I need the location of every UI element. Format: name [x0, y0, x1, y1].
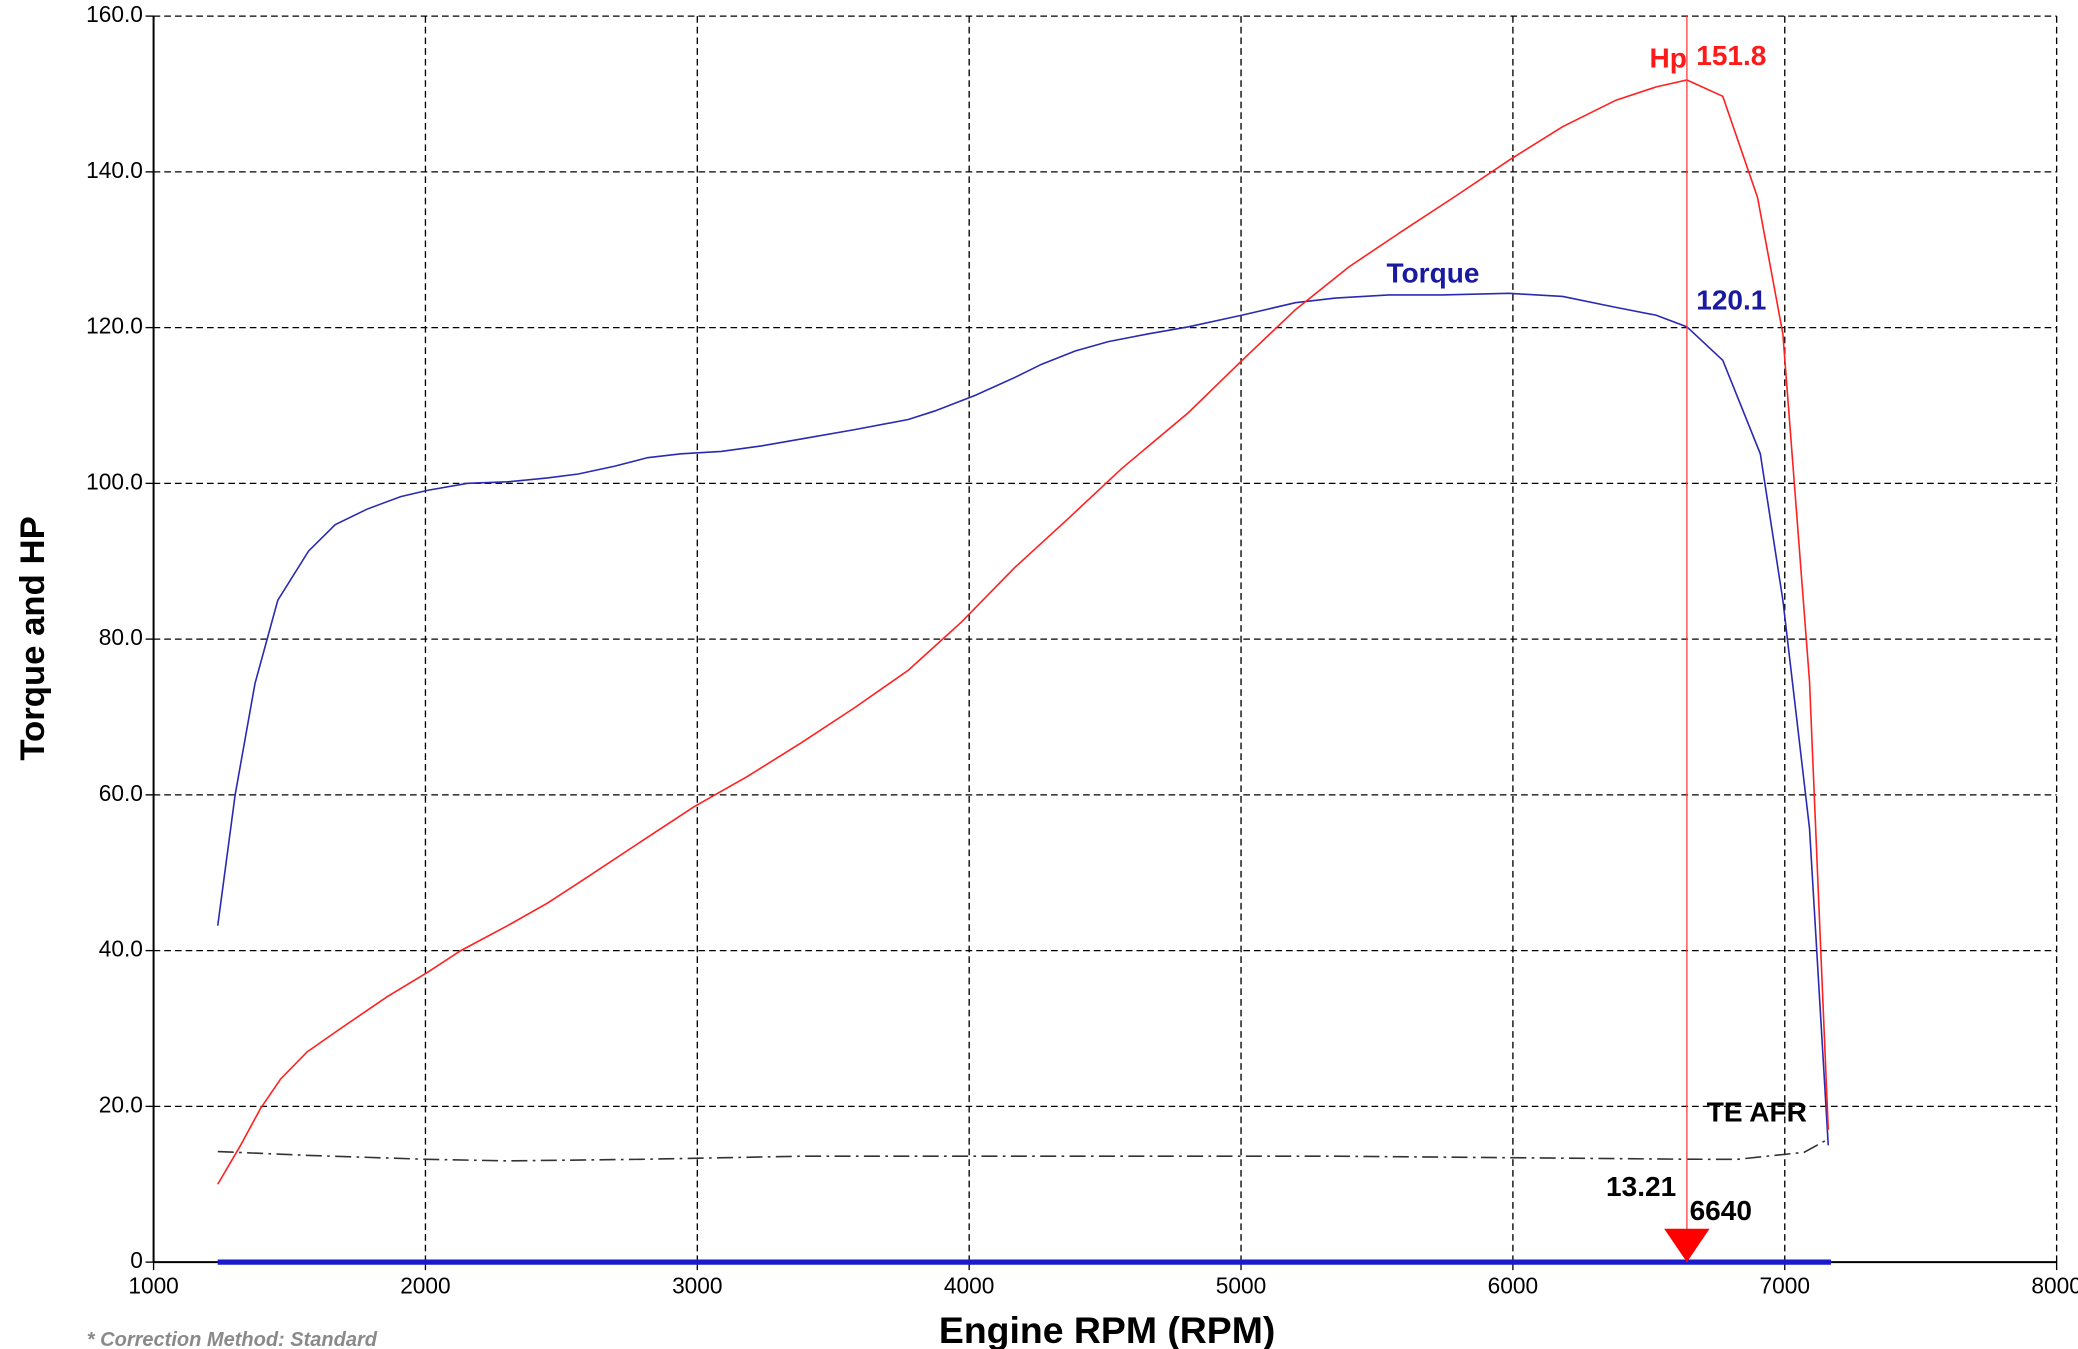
y-axis-label: Torque and HP: [14, 516, 52, 760]
y-tick-label: 160.0: [86, 1, 143, 27]
series-line: [217, 1138, 1829, 1162]
cursor-marker: [1664, 1228, 1710, 1263]
x-tick-label: 1000: [128, 1272, 178, 1298]
series-line: [217, 79, 1830, 1185]
series-line: [216, 292, 1830, 1146]
annotation: 13.21: [1606, 1171, 1676, 1202]
y-tick-label: 80.0: [99, 624, 143, 650]
annotation: 120.1: [1696, 284, 1766, 315]
x-tick-label: 6000: [1488, 1272, 1538, 1298]
x-tick-label: 5000: [1216, 1272, 1266, 1298]
x-tick-label: 8000: [2031, 1272, 2078, 1298]
x-axis-label: Engine RPM (RPM): [939, 1309, 1275, 1349]
annotation: Torque: [1387, 258, 1480, 289]
annotation: TE AFR: [1707, 1096, 1807, 1127]
y-tick-label: 100.0: [86, 468, 143, 494]
y-tick-label: 120.0: [86, 313, 143, 339]
x-tick-label: 7000: [1760, 1272, 1810, 1298]
y-tick-label: 40.0: [99, 936, 143, 962]
x-tick-label: 3000: [672, 1272, 722, 1298]
annotation: 6640: [1690, 1195, 1752, 1226]
y-tick-label: 0: [130, 1247, 143, 1273]
annotation: Hp: [1650, 43, 1687, 74]
x-tick-label: 2000: [400, 1272, 450, 1298]
x-tick-label: 4000: [944, 1272, 994, 1298]
y-tick-label: 60.0: [99, 780, 143, 806]
annotation: 151.8: [1696, 40, 1766, 71]
footnote: * Correction Method: Standard: [87, 1329, 378, 1349]
y-tick-label: 20.0: [99, 1091, 143, 1117]
y-tick-label: 140.0: [86, 157, 143, 183]
